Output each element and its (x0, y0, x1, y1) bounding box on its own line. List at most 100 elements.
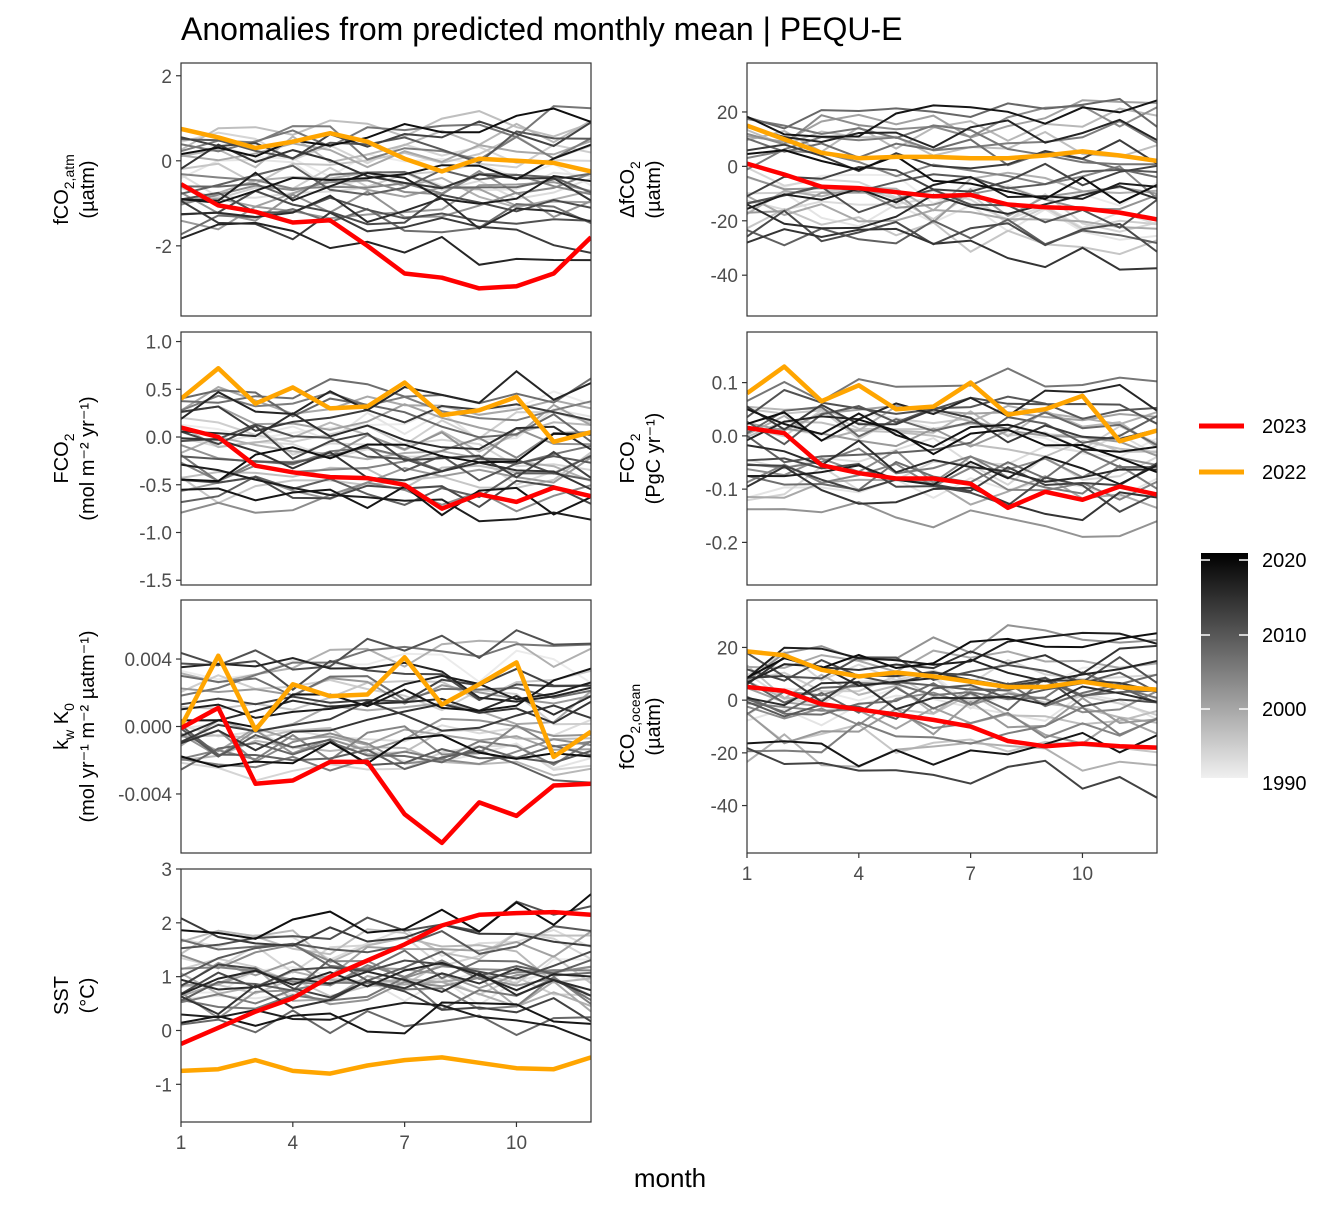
colorbar-tick-label: 2000 (1262, 699, 1307, 721)
year-line (181, 700, 591, 752)
year-line (181, 391, 591, 422)
year-line (181, 643, 591, 697)
year-line (747, 649, 1157, 673)
x-tick-label: 1 (176, 1133, 187, 1154)
year-line (181, 970, 591, 997)
legend-label: 2022 (1262, 462, 1307, 484)
year-line (181, 1009, 591, 1037)
year-line (747, 104, 1157, 146)
panel-lines (181, 366, 591, 523)
x-axis-title: month (634, 1163, 706, 1193)
series-line-2023 (181, 909, 591, 1046)
year-line (181, 674, 591, 701)
year-line (181, 925, 591, 978)
panel-4: 0.1 0.0 -0.1 -0.2 FCO2 (PgC yr⁻¹) (617, 331, 1158, 586)
year-line (747, 696, 1157, 745)
y-tick-label: 0.004 (124, 650, 172, 671)
y-tick-label: -0.004 (118, 785, 172, 806)
y-tick-label: -1.0 (139, 523, 172, 544)
year-line (181, 639, 591, 684)
year-line (747, 403, 1157, 444)
year-line (181, 959, 591, 987)
legend-item-2023: 2023 (1199, 416, 1307, 438)
panel-border (180, 62, 592, 317)
y-tick-label: 0 (161, 152, 172, 173)
y-tick-label: 20 (717, 103, 738, 124)
y-tick-label: -1 (155, 1075, 172, 1096)
y-axis-title: fCO2,atm (µatm) (51, 154, 99, 225)
year-line (181, 424, 591, 479)
y-tick-label: -1.5 (139, 571, 172, 592)
y-tick-label: 0 (161, 1021, 172, 1042)
year-line (747, 97, 1157, 130)
year-line (181, 1001, 591, 1042)
year-line (181, 412, 591, 451)
y-tick-label: -20 (711, 212, 738, 233)
y-tick-label: 3 (161, 860, 172, 881)
year-line (747, 702, 1157, 739)
panel-border (746, 331, 1158, 586)
year-line (747, 128, 1157, 158)
y-tick-label: 0.0 (146, 428, 172, 449)
year-line (181, 976, 591, 1020)
series-line-2023 (747, 161, 1157, 222)
year-line (747, 139, 1157, 173)
year-line (181, 700, 591, 743)
year-line (181, 1001, 591, 1035)
series-line-2023 (747, 425, 1157, 511)
year-line (181, 667, 591, 706)
year-line (181, 900, 591, 950)
series-line-2023 (181, 182, 591, 291)
year-line (181, 120, 591, 160)
panel-lines (181, 105, 591, 291)
year-line (747, 455, 1157, 486)
panel-6: 20 0 -20 -40 1 4 7 10 fCO2,ocean (µatm) (617, 599, 1158, 885)
y-axis-title-line1: SST (51, 976, 73, 1015)
y-tick-label: 0.000 (124, 718, 172, 739)
x-tick-label: 10 (506, 1133, 527, 1154)
x-tick-label: 4 (288, 1133, 299, 1154)
y-tick-label: -0.1 (705, 480, 738, 501)
year-line (747, 658, 1157, 708)
y-axis-title-line2: (mol yr⁻¹ m⁻² µatm⁻¹) (77, 630, 99, 822)
year-line (181, 107, 591, 158)
series-line-2022 (747, 364, 1157, 444)
y-axis-title-line2: (°C) (77, 978, 99, 1014)
year-line (181, 726, 591, 753)
panel-background (181, 600, 591, 853)
colorbar-tick-label: 2010 (1262, 625, 1307, 647)
legend: 2023 2022 2020 2010 2000 1990 (1199, 416, 1307, 795)
x-tick-label: 7 (965, 864, 976, 885)
legend-label: 2023 (1262, 416, 1307, 438)
year-line (181, 143, 591, 202)
year-line (747, 681, 1157, 711)
year-line (181, 143, 591, 204)
y-tick-label: 0.0 (712, 427, 738, 448)
y-tick-label: 20 (717, 638, 738, 659)
y-axis-title-line2: (µatm) (77, 160, 99, 218)
year-line (181, 950, 591, 1002)
year-line (747, 191, 1157, 241)
y-tick-label: -40 (711, 797, 738, 818)
year-line (747, 405, 1157, 446)
year-line (747, 227, 1157, 271)
panel-border (746, 599, 1158, 854)
year-line (181, 652, 591, 702)
year-line (181, 724, 591, 784)
y-axis-title-line1: fCO2,atm (51, 154, 77, 225)
x-tick-label: 7 (399, 1133, 410, 1154)
colorbar-tick-label: 2020 (1262, 550, 1307, 572)
y-tick-label: 0 (727, 691, 738, 712)
y-axis-title-line1: FCO2 (51, 433, 77, 483)
legend-item-2022: 2022 (1199, 462, 1307, 484)
y-tick-label: -0.5 (139, 476, 172, 497)
year-line (747, 411, 1157, 474)
year-line (747, 99, 1157, 143)
y-tick-label: 1.0 (146, 333, 172, 354)
year-line (747, 149, 1157, 204)
year-line (181, 437, 591, 491)
year-line (181, 961, 591, 996)
year-line (747, 218, 1157, 247)
year-line (181, 170, 591, 200)
